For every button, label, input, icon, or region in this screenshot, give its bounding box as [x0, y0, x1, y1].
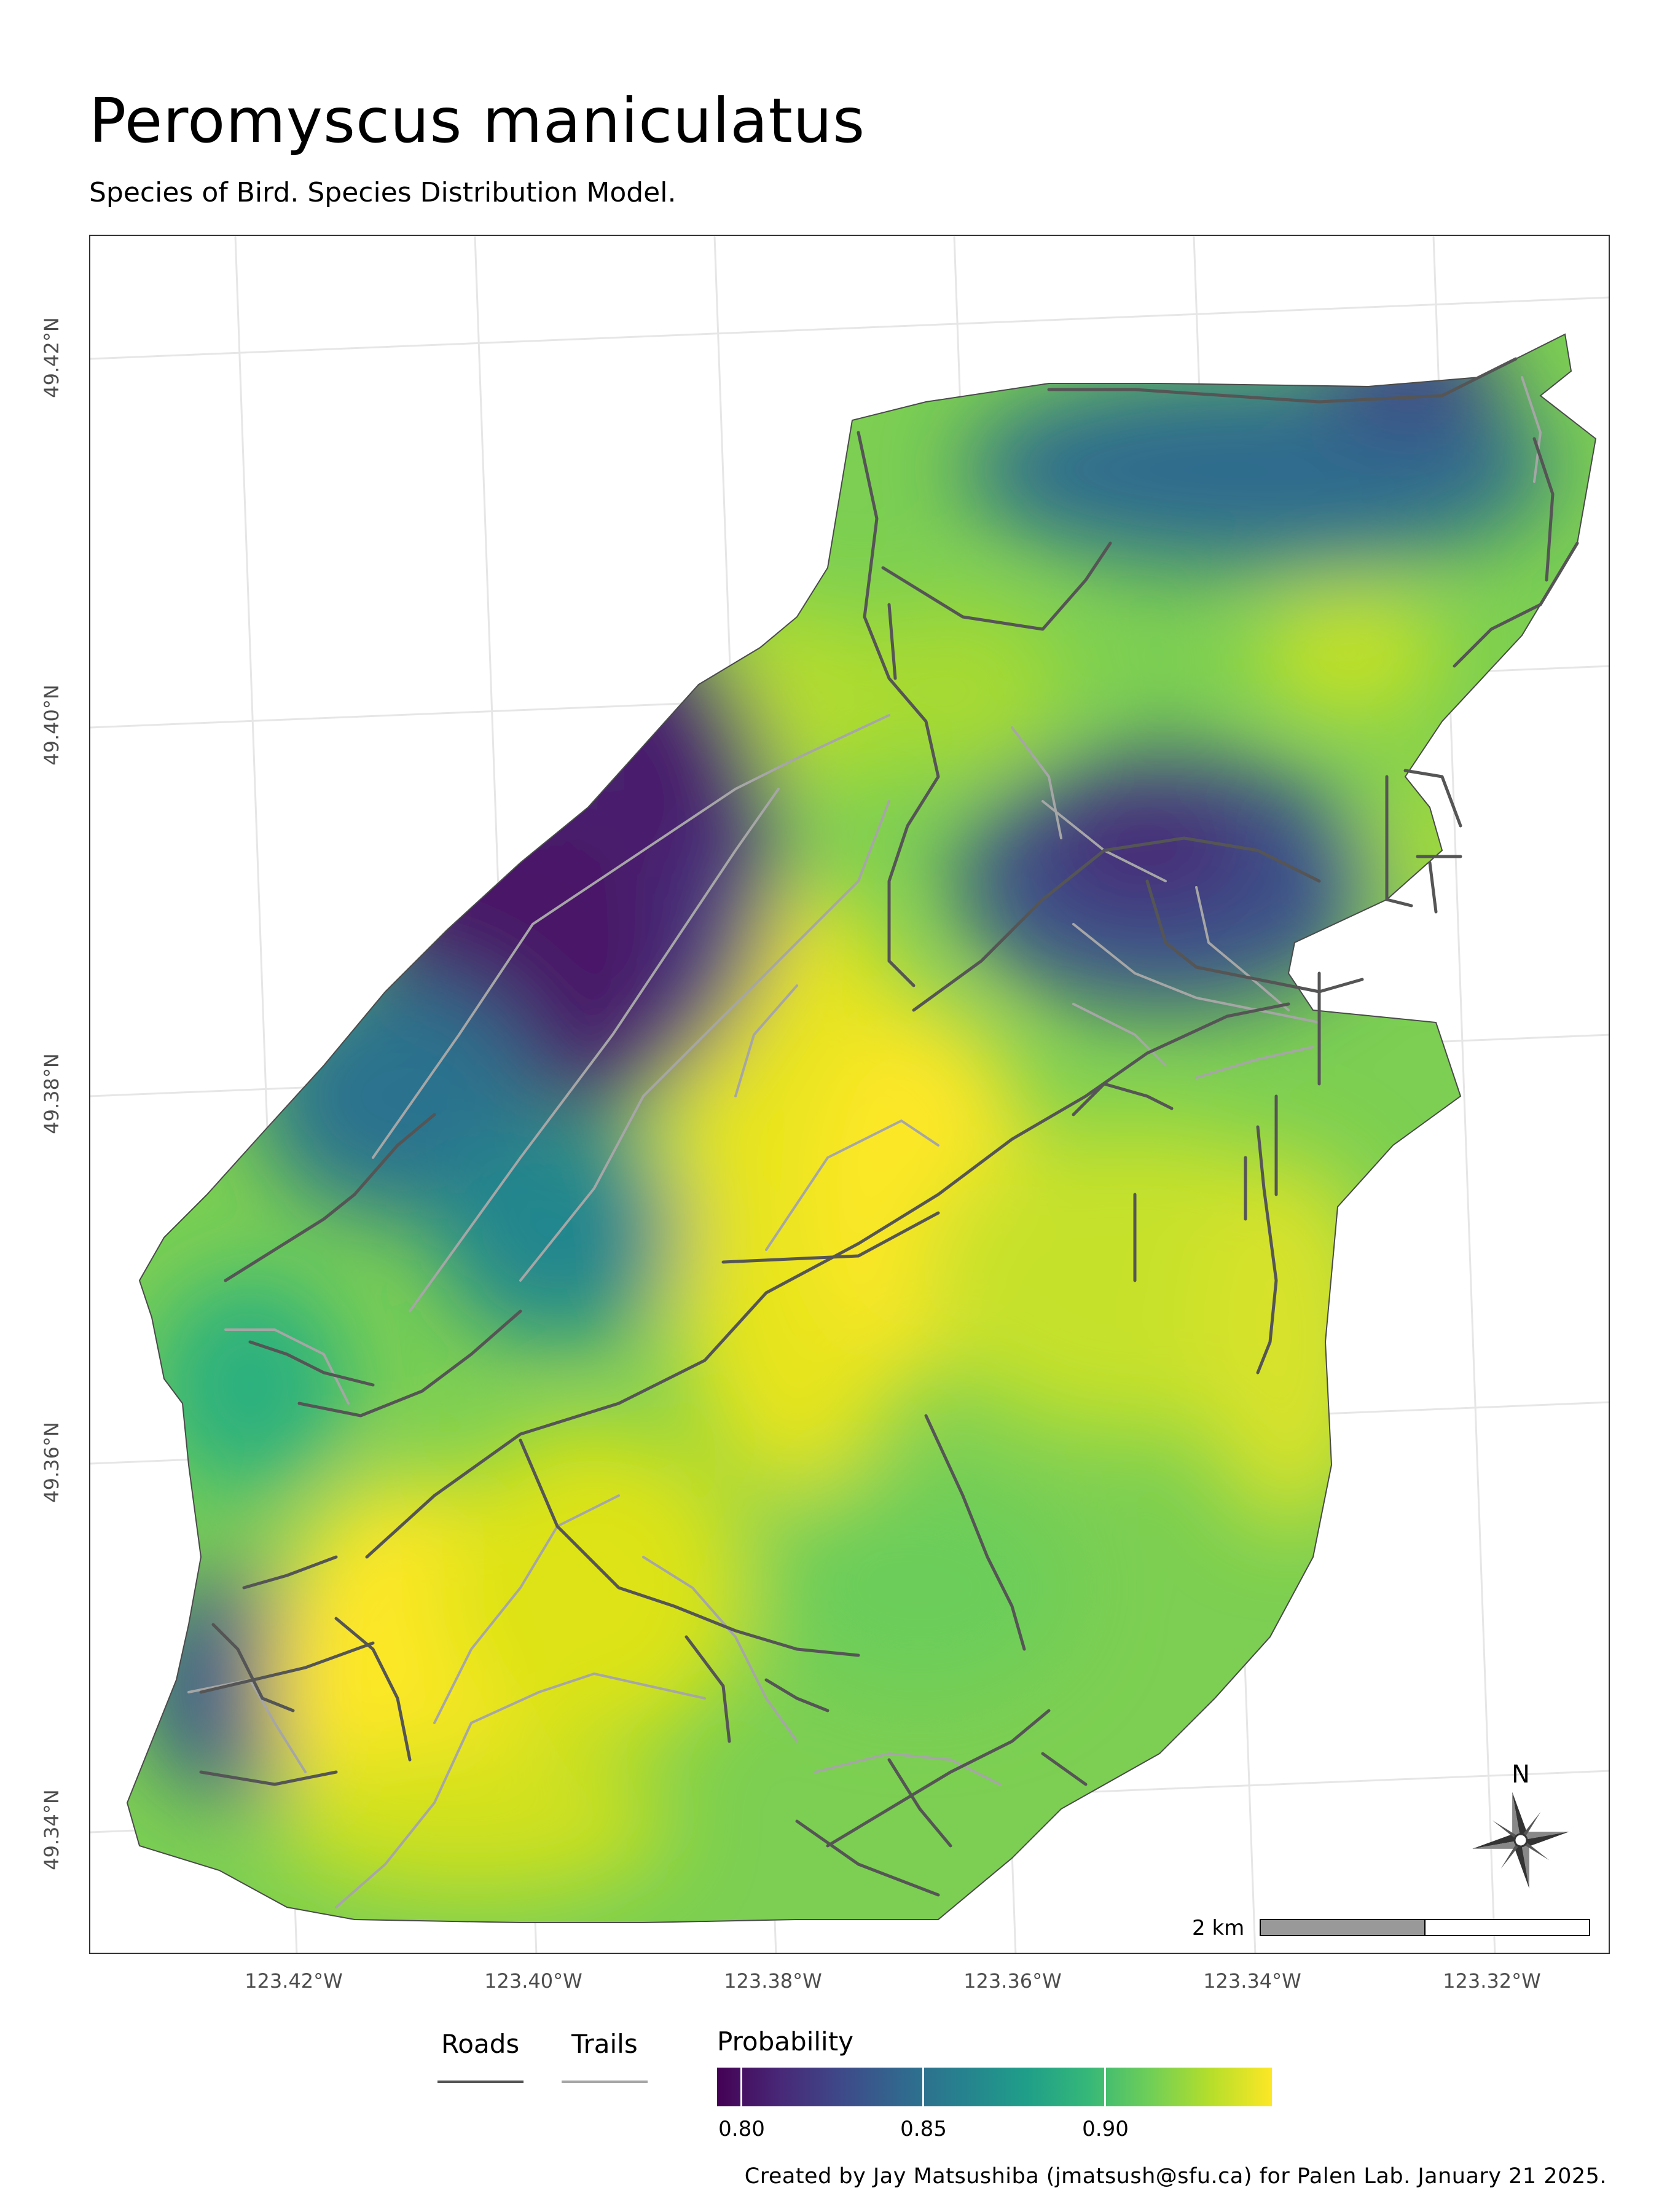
map-subtitle: Species of Bird. Species Distribution Mo… [89, 177, 677, 208]
colorbar-label-090: 0.90 [1082, 2117, 1129, 2141]
y-axis-label-4936: 49.36°N [40, 1422, 63, 1503]
island-outline [126, 333, 1597, 1923]
colorbar-label-085: 0.85 [900, 2117, 947, 2141]
north-arrow-label: N [1512, 1760, 1530, 1789]
probability-raster [127, 334, 1596, 1923]
legend-trails-label: Trails [571, 2029, 638, 2059]
scale-bar-segment-light [1424, 1919, 1590, 1936]
map-canvas [90, 236, 1609, 1953]
x-axis-label-12338: 123.38°W [724, 1969, 822, 1993]
scale-bar-label: 2 km [1192, 1916, 1245, 1940]
legend-trails-line [562, 2081, 648, 2083]
y-axis-label-4940: 49.40°N [40, 684, 63, 766]
y-axis-label-4942: 49.42°N [40, 317, 63, 398]
colorbar-tick [922, 2065, 924, 2109]
legend-roads-label: Roads [441, 2029, 520, 2059]
legend-probability-title: Probability [717, 2026, 854, 2057]
compass-rose-icon [1472, 1792, 1569, 1889]
probability-colorbar [717, 2068, 1272, 2106]
map-title: Peromyscus maniculatus [89, 85, 866, 157]
colorbar-tick [740, 2065, 742, 2109]
x-axis-label-12336: 123.36°W [963, 1969, 1062, 1993]
scale-bar: 2 km [1192, 1916, 1598, 1940]
y-axis-label-4934: 49.34°N [40, 1789, 63, 1870]
x-axis-label-12342: 123.42°W [245, 1969, 343, 1993]
north-arrow: N [1465, 1760, 1576, 1896]
scale-bar-segment-dark [1260, 1919, 1426, 1936]
map-panel[interactable] [89, 235, 1610, 1954]
credit-line: Created by Jay Matsushiba (jmatsush@sfu.… [744, 2164, 1607, 2189]
colorbar-tick [1104, 2065, 1106, 2109]
legend-roads-line [437, 2081, 524, 2083]
roads-layer [199, 357, 1579, 1897]
x-axis-label-12334: 123.34°W [1203, 1969, 1301, 1993]
y-axis-label-4938: 49.38°N [40, 1053, 63, 1134]
trails-layer [187, 376, 1542, 1908]
x-axis-label-12332: 123.32°W [1443, 1969, 1541, 1993]
x-axis-label-12340: 123.40°W [484, 1969, 582, 1993]
colorbar-label-080: 0.80 [718, 2117, 765, 2141]
